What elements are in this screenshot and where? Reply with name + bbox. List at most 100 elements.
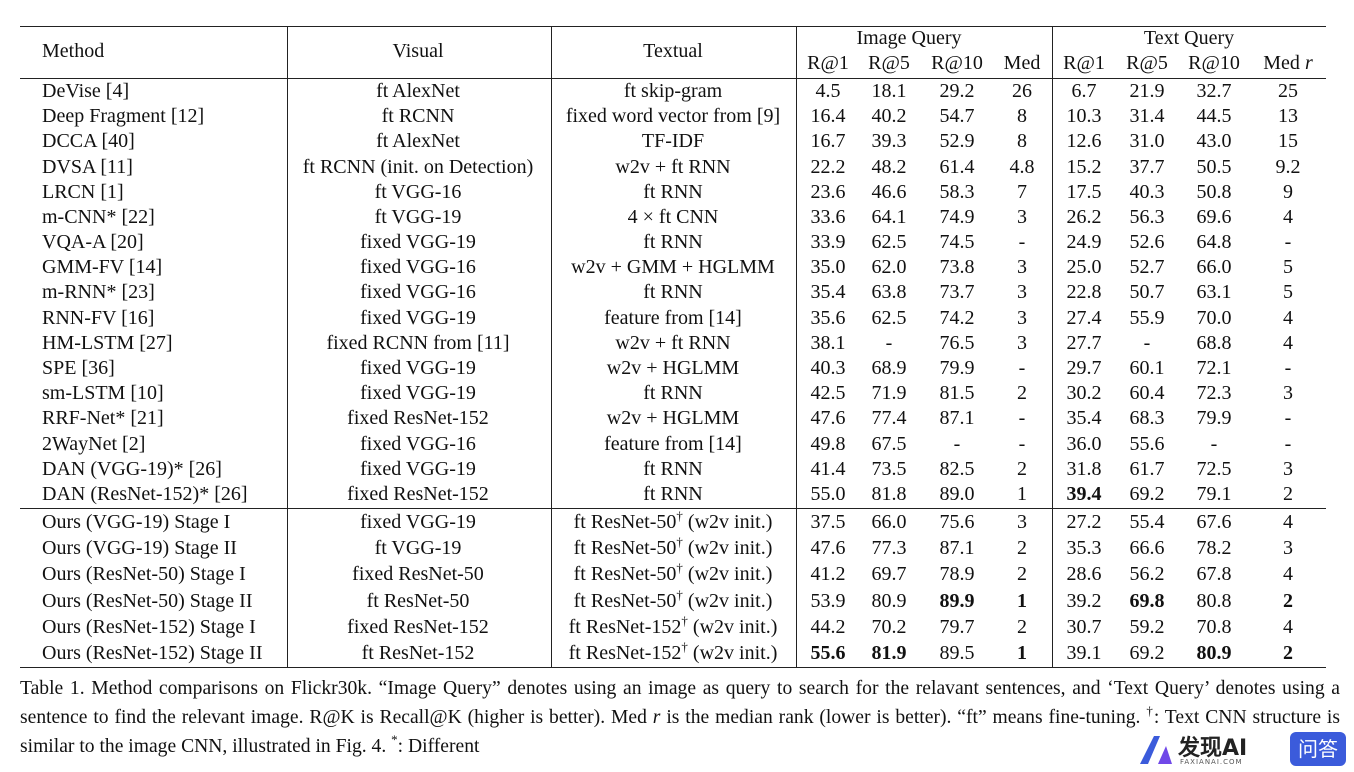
table-cell: 37.7 bbox=[1129, 155, 1165, 178]
cell-sup: † bbox=[676, 534, 683, 550]
table-cell: 35.4 bbox=[1066, 407, 1102, 430]
table-cell: ft AlexNet bbox=[376, 130, 460, 153]
table-cell: 53.9 bbox=[810, 589, 846, 612]
table-cell: 67.8 bbox=[1196, 563, 1232, 586]
table-cell: fixed VGG-16 bbox=[360, 281, 476, 304]
table-cell: 7 bbox=[1017, 180, 1027, 203]
table-cell: feature from [14] bbox=[604, 432, 742, 455]
table-cell: RRF-Net* [21] bbox=[42, 407, 164, 430]
caption-text: * bbox=[391, 732, 398, 747]
table-cell: - bbox=[1210, 432, 1218, 455]
table-cell: 81.5 bbox=[939, 382, 975, 405]
table-cell: 33.9 bbox=[810, 231, 846, 254]
table-cell: 62.5 bbox=[871, 306, 907, 329]
table-cell: 68.8 bbox=[1196, 331, 1232, 354]
group-header: Image Query bbox=[856, 27, 962, 49]
table-cell: fixed VGG-16 bbox=[360, 432, 476, 455]
table-cell: 74.5 bbox=[939, 231, 975, 254]
table-cell: 41.2 bbox=[810, 563, 846, 586]
table-cell: 68.9 bbox=[871, 356, 907, 379]
subcolumn-header: R@1 bbox=[807, 52, 849, 74]
table-cell: ft RNN bbox=[643, 281, 703, 304]
table-cell: 39.4 bbox=[1066, 482, 1102, 505]
table-cell: 8 bbox=[1017, 105, 1027, 128]
table-cell: 37.5 bbox=[810, 511, 846, 533]
table-cell: ft RNN bbox=[643, 482, 703, 505]
table-cell: Ours (ResNet-152) Stage I bbox=[42, 615, 256, 638]
cell-text: ft ResNet-50 bbox=[573, 589, 677, 612]
subcolumn-suffix: r bbox=[1304, 52, 1313, 74]
table-cell: 3 bbox=[1017, 331, 1027, 354]
table-cell: 4.5 bbox=[815, 80, 841, 102]
table-cell: ft RNN bbox=[643, 457, 703, 480]
table-cell: 55.0 bbox=[810, 482, 846, 505]
table-cell: 52.7 bbox=[1129, 256, 1165, 279]
table-cell: 77.3 bbox=[871, 537, 907, 560]
table-cell: 13 bbox=[1278, 105, 1298, 128]
table-cell: - bbox=[1018, 356, 1026, 379]
table-cell: 25.0 bbox=[1066, 256, 1102, 279]
table-cell: 71.9 bbox=[871, 382, 907, 405]
caption-text: † bbox=[1146, 703, 1154, 718]
subcolumn-header: Med r bbox=[1263, 52, 1313, 74]
table-cell: 39.2 bbox=[1066, 589, 1102, 612]
table-cell: ft RNN bbox=[643, 231, 703, 254]
table-cell: 50.7 bbox=[1129, 281, 1165, 304]
caption-text: is the median rank (lower is better). “f… bbox=[660, 707, 1147, 728]
table-cell: 1 bbox=[1017, 589, 1027, 612]
table-cell: 72.5 bbox=[1196, 457, 1232, 480]
cell-sup: † bbox=[676, 586, 683, 602]
table-caption: Table 1. Method comparisons on Flickr30k… bbox=[20, 674, 1340, 761]
table-cell: 4 bbox=[1283, 615, 1293, 638]
table-cell: 89.0 bbox=[939, 482, 975, 505]
table-cell: fixed ResNet-152 bbox=[347, 615, 489, 638]
table-cell: 8 bbox=[1017, 130, 1027, 153]
table-cell: 89.9 bbox=[939, 589, 975, 612]
table-cell: 63.8 bbox=[871, 281, 907, 304]
table-cell: TF-IDF bbox=[641, 130, 705, 153]
table-cell: w2v + ft RNN bbox=[615, 155, 731, 178]
table-cell: 79.9 bbox=[1196, 407, 1232, 430]
table-cell: 73.8 bbox=[939, 256, 975, 279]
table-cell: ft ResNet-50† (w2v init.) bbox=[573, 586, 773, 613]
table-cell: Ours (VGG-19) Stage I bbox=[42, 511, 231, 533]
table-cell: - bbox=[1018, 432, 1026, 455]
bottom-rule bbox=[20, 667, 1326, 668]
table-cell: 39.1 bbox=[1066, 642, 1102, 664]
watermark: 发现AI FAXIANAI.COM 问答 bbox=[1130, 728, 1354, 772]
subcolumn-header: R@1 bbox=[1063, 52, 1105, 74]
table-cell: Ours (ResNet-50) Stage I bbox=[42, 563, 246, 586]
table-cell: 1 bbox=[1017, 482, 1027, 505]
table-cell: 76.5 bbox=[939, 331, 975, 354]
table-cell: 2 bbox=[1017, 563, 1027, 586]
table-cell: - bbox=[1284, 231, 1292, 254]
table-cell: fixed VGG-19 bbox=[360, 356, 476, 379]
cell-sup: † bbox=[676, 508, 683, 523]
table-cell: 27.4 bbox=[1066, 306, 1102, 329]
table-cell: fixed VGG-19 bbox=[360, 511, 476, 533]
table-cell: 18.1 bbox=[871, 80, 907, 102]
table-cell: 58.3 bbox=[939, 180, 975, 203]
table-cell: 5 bbox=[1283, 256, 1293, 279]
table-cell: 31.4 bbox=[1129, 105, 1165, 128]
table-cell: 2 bbox=[1017, 537, 1027, 560]
table-cell: 2 bbox=[1017, 382, 1027, 405]
table-cell: 78.9 bbox=[939, 563, 975, 586]
table-cell: 66.0 bbox=[1196, 256, 1232, 279]
table-cell: - bbox=[1284, 432, 1292, 455]
table-cell: 4 × ft CNN bbox=[627, 205, 719, 228]
group-header: Text Query bbox=[1143, 27, 1235, 49]
table-cell: 87.1 bbox=[939, 407, 975, 430]
table-cell: DVSA [11] bbox=[42, 155, 133, 178]
table-cell: 22.2 bbox=[810, 155, 846, 178]
table-cell: 3 bbox=[1283, 382, 1293, 405]
column-header: Textual bbox=[643, 40, 703, 62]
table-cell: 41.4 bbox=[810, 457, 846, 480]
table-cell: 35.3 bbox=[1066, 537, 1102, 560]
table-cell: 26 bbox=[1012, 80, 1032, 102]
table-cell: 4 bbox=[1283, 205, 1293, 228]
table-cell: 70.8 bbox=[1196, 615, 1232, 638]
table-cell: fixed ResNet-50 bbox=[352, 563, 484, 586]
table-cell: - bbox=[953, 432, 961, 455]
table-cell: 74.2 bbox=[939, 306, 975, 329]
